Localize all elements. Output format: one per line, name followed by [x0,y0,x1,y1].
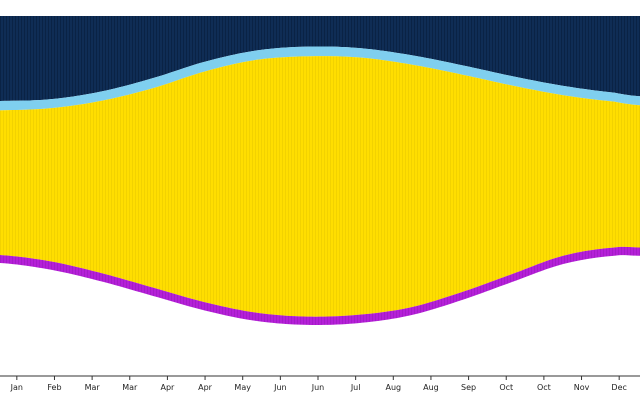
x-tick-label: Aug [385,383,401,392]
x-tick-label: Dec [611,383,626,392]
daylight-band [0,56,640,317]
area-bands [0,16,640,325]
x-tick-label: May [234,383,251,392]
night-band [0,16,640,101]
x-axis-ticks: Jan Feb Mar Mar Apr Apr May Jun Jun Jul Aug Aug Sep O… [10,376,627,392]
x-tick-label: Apr [160,383,175,392]
x-tick-label: Mar [85,383,101,392]
x-tick-label: Apr [198,383,213,392]
x-tick-label: Aug [423,383,439,392]
x-tick-label: Jan [10,383,23,392]
x-tick-label: Oct [537,383,551,392]
twilight-band [0,46,640,111]
x-tick-label: Mar [122,383,138,392]
x-tick-label: Jun [273,383,287,392]
x-tick-label: Sep [461,383,476,392]
dusk-band [0,246,640,325]
x-tick-label: Feb [47,383,61,392]
x-tick-label: Oct [499,383,513,392]
x-tick-label: Jun [311,383,325,392]
x-tick-label: Nov [574,383,590,392]
x-tick-label: Jul [350,383,361,392]
